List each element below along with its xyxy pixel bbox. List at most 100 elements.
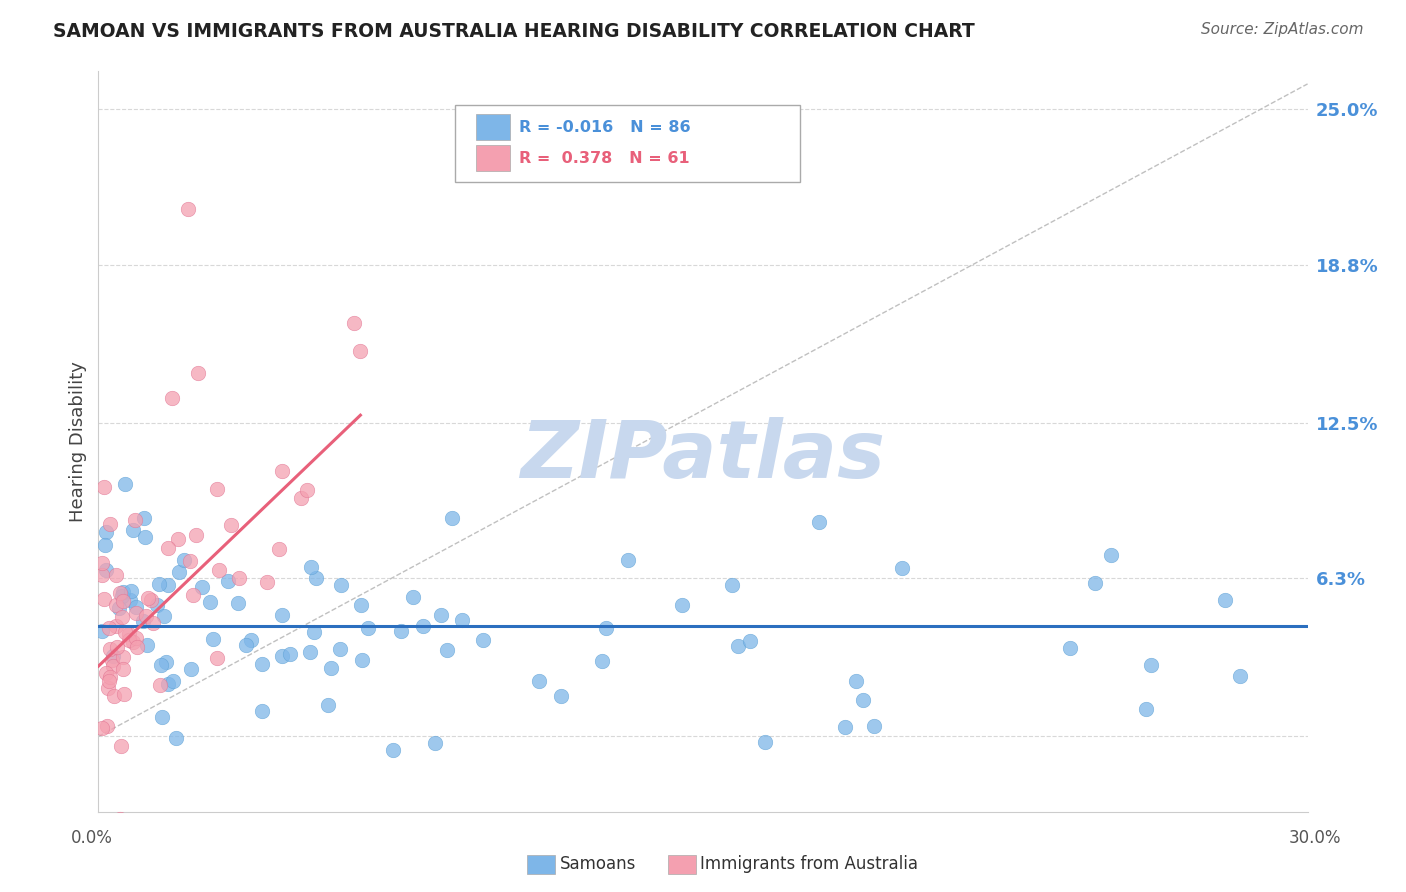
Point <box>1059 641 1081 656</box>
Point <box>1213 593 1236 607</box>
Point <box>98 517 121 532</box>
Point <box>111 650 134 665</box>
Point <box>132 614 155 628</box>
Point <box>94 666 117 681</box>
FancyBboxPatch shape <box>475 114 509 140</box>
Point <box>160 391 183 405</box>
Point <box>890 561 912 575</box>
Point <box>550 689 572 703</box>
Point <box>150 658 173 673</box>
Point <box>198 595 221 609</box>
Point <box>235 638 257 652</box>
Point <box>329 641 352 656</box>
Point <box>98 621 121 635</box>
Point <box>155 655 177 669</box>
Point <box>118 627 141 641</box>
Point <box>1099 549 1122 563</box>
Point <box>720 578 742 592</box>
Text: R = -0.016   N = 86: R = -0.016 N = 86 <box>519 120 690 135</box>
Point <box>1135 702 1157 716</box>
Point <box>471 633 494 648</box>
Point <box>101 648 124 663</box>
Point <box>205 482 228 496</box>
Point <box>181 588 204 602</box>
Point <box>134 511 156 525</box>
Point <box>122 634 145 648</box>
Point <box>295 483 318 498</box>
Point <box>111 584 134 599</box>
Text: Source: ZipAtlas.com: Source: ZipAtlas.com <box>1201 22 1364 37</box>
Point <box>141 593 163 607</box>
Point <box>440 511 463 525</box>
Point <box>157 578 180 592</box>
Point <box>173 553 195 567</box>
Point <box>103 690 125 704</box>
Point <box>91 624 114 638</box>
Point <box>423 736 446 750</box>
Point <box>834 720 856 734</box>
Point <box>304 624 326 639</box>
Point <box>727 640 749 654</box>
Point <box>110 739 132 753</box>
Point <box>228 570 250 584</box>
Point <box>298 644 321 658</box>
Point <box>256 574 278 589</box>
Point <box>156 541 179 555</box>
Point <box>349 344 371 359</box>
Y-axis label: Hearing Disability: Hearing Disability <box>69 361 87 522</box>
Point <box>91 721 114 735</box>
Text: Samoans: Samoans <box>560 855 636 873</box>
Point <box>226 596 249 610</box>
Point <box>350 653 373 667</box>
Point <box>845 674 868 689</box>
Point <box>150 710 173 724</box>
Point <box>103 658 125 673</box>
Point <box>401 590 423 604</box>
Point <box>112 688 135 702</box>
Text: Immigrants from Australia: Immigrants from Australia <box>700 855 918 873</box>
Point <box>271 608 294 623</box>
Point <box>142 616 165 631</box>
Point <box>145 599 167 613</box>
Point <box>112 594 135 608</box>
Point <box>97 673 120 688</box>
Point <box>357 621 380 635</box>
Point <box>290 491 312 505</box>
Point <box>595 621 617 635</box>
Point <box>208 563 231 577</box>
Point <box>278 647 301 661</box>
Point <box>91 567 114 582</box>
Point <box>321 661 343 675</box>
Point <box>852 693 875 707</box>
Point <box>217 574 239 588</box>
Point <box>162 673 184 688</box>
Point <box>389 624 412 638</box>
Point <box>111 662 134 676</box>
Point <box>343 316 366 330</box>
Point <box>114 477 136 491</box>
Text: 0.0%: 0.0% <box>70 829 112 847</box>
Point <box>271 464 294 478</box>
Point <box>176 202 198 217</box>
Point <box>167 565 190 579</box>
Point <box>299 559 322 574</box>
Point <box>105 568 128 582</box>
Point <box>1084 576 1107 591</box>
Point <box>305 571 328 585</box>
Text: ZIPatlas: ZIPatlas <box>520 417 886 495</box>
Point <box>93 591 115 606</box>
Point <box>97 681 120 695</box>
Point <box>382 743 405 757</box>
Point <box>267 541 290 556</box>
Point <box>207 651 229 665</box>
Point <box>125 632 148 646</box>
Point <box>1229 669 1251 683</box>
Point <box>430 607 453 622</box>
Point <box>179 554 201 568</box>
Point <box>738 634 761 648</box>
Point <box>187 366 209 380</box>
Point <box>125 640 148 654</box>
Point <box>114 624 136 639</box>
Point <box>135 638 157 652</box>
Point <box>108 601 131 615</box>
